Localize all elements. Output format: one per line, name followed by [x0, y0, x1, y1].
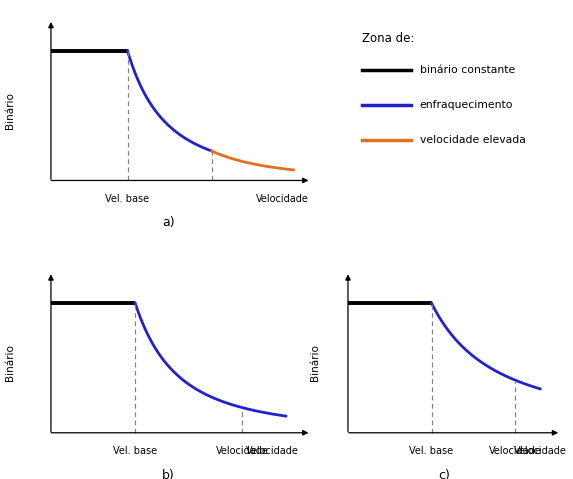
Text: Binário: Binário: [5, 91, 15, 128]
Text: Velocidade: Velocidade: [513, 446, 567, 456]
Text: Vel. base: Vel. base: [113, 446, 157, 456]
Text: a): a): [162, 216, 175, 229]
Text: Binário: Binário: [310, 344, 320, 381]
Text: velocidade elevada: velocidade elevada: [420, 135, 525, 145]
Text: Velocidade: Velocidade: [256, 194, 309, 204]
Text: b): b): [162, 468, 175, 479]
Text: Zona de:: Zona de:: [362, 32, 414, 45]
Text: Velocidade: Velocidade: [216, 446, 269, 456]
Text: Velocidade: Velocidade: [489, 446, 541, 456]
Text: Vel. base: Vel. base: [410, 446, 454, 456]
Text: enfraquecimento: enfraquecimento: [420, 100, 513, 110]
Text: Vel. base: Vel. base: [105, 194, 150, 204]
Text: c): c): [438, 468, 450, 479]
Text: binário constante: binário constante: [420, 65, 515, 75]
Text: Binário: Binário: [5, 344, 15, 381]
Text: Velocidade: Velocidade: [246, 446, 299, 456]
